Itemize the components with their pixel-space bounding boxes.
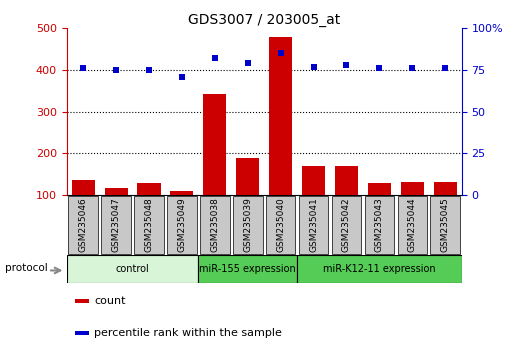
Bar xyxy=(433,182,457,195)
Text: GSM235046: GSM235046 xyxy=(78,198,88,252)
Bar xyxy=(236,158,259,195)
Point xyxy=(145,67,153,73)
FancyBboxPatch shape xyxy=(332,196,361,254)
Point xyxy=(408,65,417,71)
Text: GSM235041: GSM235041 xyxy=(309,198,318,252)
Point xyxy=(178,74,186,79)
Text: GSM235048: GSM235048 xyxy=(145,198,153,252)
Bar xyxy=(72,180,95,195)
Text: GSM235049: GSM235049 xyxy=(177,198,186,252)
Point xyxy=(211,56,219,61)
FancyBboxPatch shape xyxy=(365,196,394,254)
Point xyxy=(112,67,120,73)
FancyBboxPatch shape xyxy=(200,196,230,254)
Text: protocol: protocol xyxy=(5,263,48,273)
FancyBboxPatch shape xyxy=(67,255,199,283)
Point xyxy=(342,62,350,68)
Text: miR-155 expression: miR-155 expression xyxy=(200,264,296,274)
FancyBboxPatch shape xyxy=(199,255,297,283)
Text: GSM235042: GSM235042 xyxy=(342,198,351,252)
FancyBboxPatch shape xyxy=(233,196,263,254)
Text: GSM235047: GSM235047 xyxy=(111,198,121,252)
Bar xyxy=(74,299,89,303)
Bar xyxy=(401,182,424,195)
FancyBboxPatch shape xyxy=(266,196,295,254)
Bar xyxy=(203,93,226,195)
Point xyxy=(376,65,384,71)
Text: count: count xyxy=(94,296,126,306)
Point xyxy=(277,51,285,56)
Point xyxy=(79,65,87,71)
FancyBboxPatch shape xyxy=(167,196,196,254)
Text: GSM235044: GSM235044 xyxy=(408,198,417,252)
FancyBboxPatch shape xyxy=(299,196,328,254)
Bar xyxy=(74,331,89,335)
Title: GDS3007 / 203005_at: GDS3007 / 203005_at xyxy=(188,13,340,27)
Point xyxy=(244,61,252,66)
Point xyxy=(441,65,449,71)
Text: percentile rank within the sample: percentile rank within the sample xyxy=(94,328,282,338)
Bar xyxy=(335,166,358,195)
Bar xyxy=(170,192,193,195)
Text: control: control xyxy=(115,264,149,274)
FancyBboxPatch shape xyxy=(297,255,462,283)
Bar xyxy=(137,183,161,195)
Bar xyxy=(302,166,325,195)
FancyBboxPatch shape xyxy=(398,196,427,254)
FancyBboxPatch shape xyxy=(101,196,131,254)
Text: GSM235043: GSM235043 xyxy=(375,198,384,252)
Text: GSM235045: GSM235045 xyxy=(441,198,450,252)
Bar xyxy=(105,188,128,195)
Text: GSM235040: GSM235040 xyxy=(276,198,285,252)
FancyBboxPatch shape xyxy=(134,196,164,254)
Point xyxy=(309,64,318,69)
Bar xyxy=(368,183,391,195)
Bar xyxy=(269,37,292,195)
FancyBboxPatch shape xyxy=(68,196,98,254)
Text: GSM235039: GSM235039 xyxy=(243,197,252,252)
FancyBboxPatch shape xyxy=(430,196,460,254)
Text: miR-K12-11 expression: miR-K12-11 expression xyxy=(323,264,436,274)
Text: GSM235038: GSM235038 xyxy=(210,197,220,252)
